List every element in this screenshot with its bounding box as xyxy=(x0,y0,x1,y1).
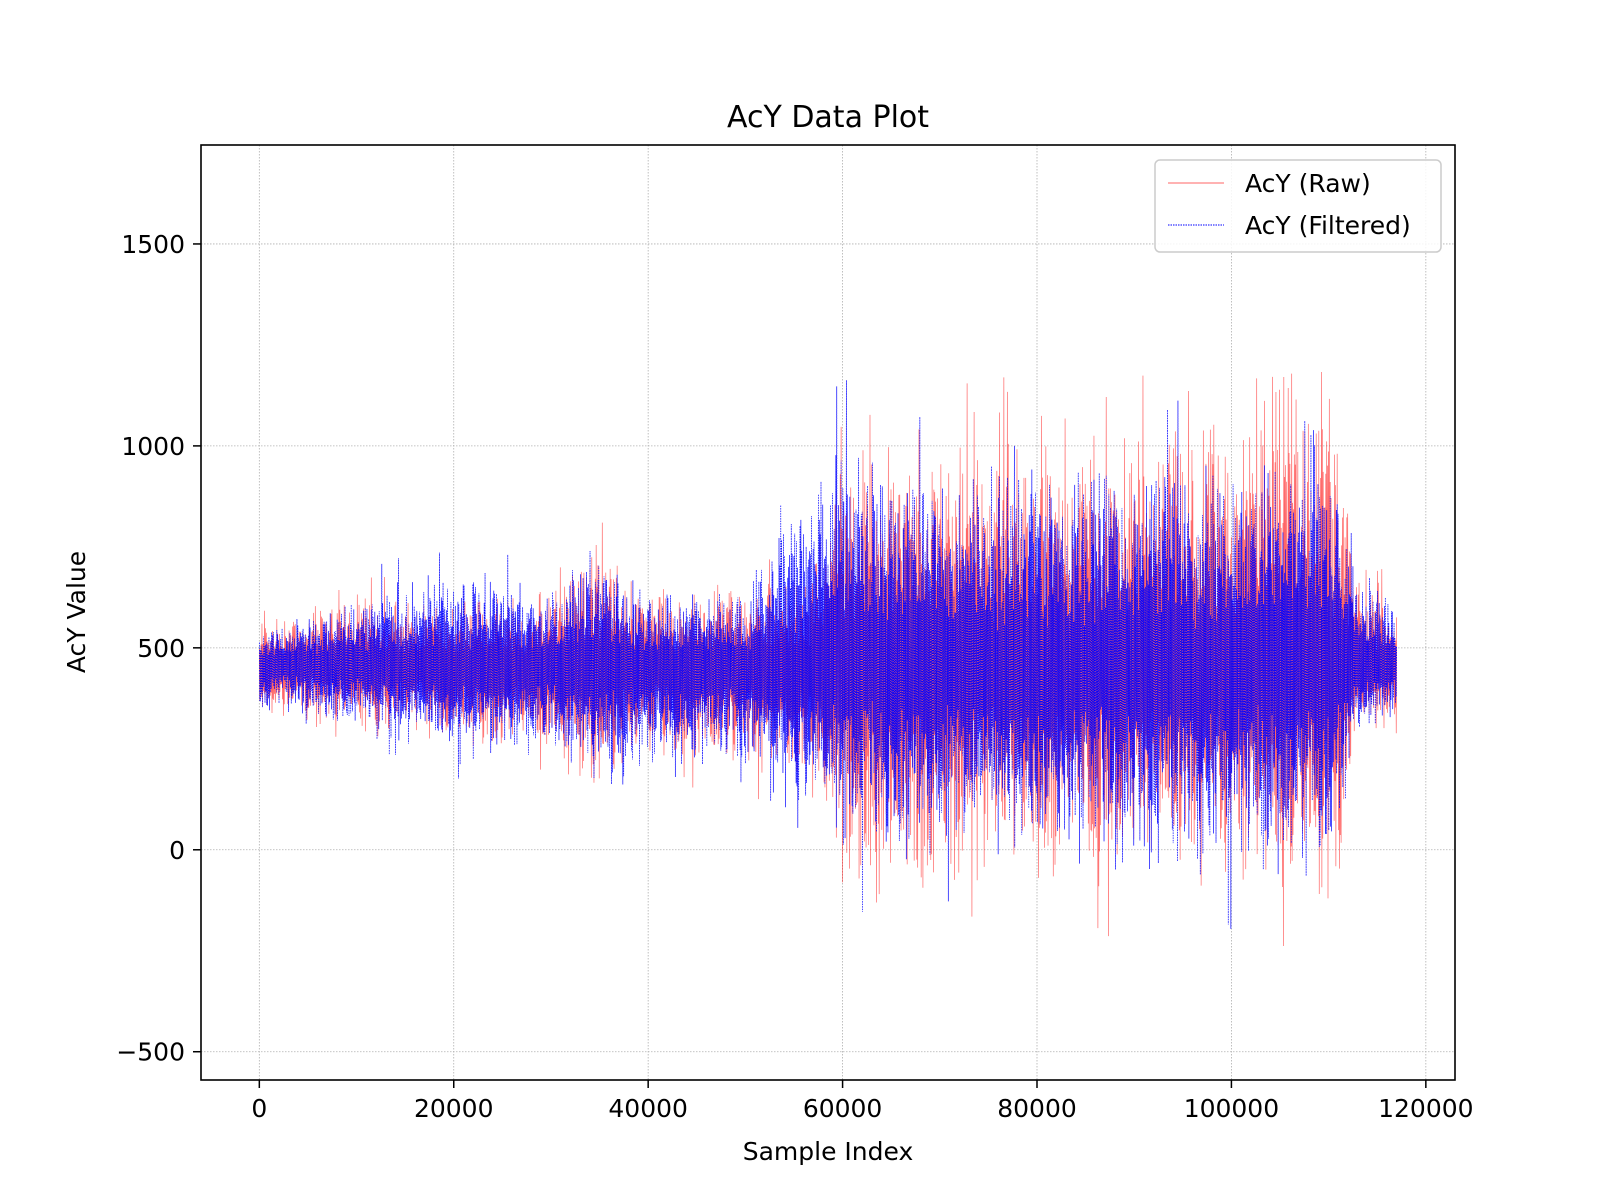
legend-box xyxy=(1154,159,1442,253)
series-filtered xyxy=(258,380,1398,929)
chart-title: AcY Data Plot xyxy=(727,100,929,135)
x-tick-label: 60000 xyxy=(803,1094,883,1123)
x-axis-label: Sample Index xyxy=(743,1137,914,1166)
y-axis-label: AcY Value xyxy=(62,551,91,673)
legend: AcY (Raw) AcY (Filtered) xyxy=(1154,159,1442,253)
x-tick-label: 100000 xyxy=(1184,1094,1279,1123)
x-tick-label: 80000 xyxy=(997,1094,1077,1123)
y-tick-label: 1000 xyxy=(121,432,185,461)
plot-area xyxy=(258,371,1398,946)
y-tick-label: 500 xyxy=(137,634,185,663)
y-tick-label: 1500 xyxy=(121,230,185,259)
y-tick-label: 0 xyxy=(169,836,185,865)
plot-frame xyxy=(200,144,1456,1081)
x-tick-label: 120000 xyxy=(1378,1094,1473,1123)
axis-ticks: 0 20000 40000 60000 80000 100000 120000 −500 0 50… xyxy=(116,230,1473,1123)
legend-label-raw: AcY (Raw) xyxy=(1245,169,1371,198)
x-tick-label: 0 xyxy=(251,1094,267,1123)
x-tick-label: 20000 xyxy=(414,1094,494,1123)
x-tick-label: 40000 xyxy=(608,1094,688,1123)
legend-label-filtered: AcY (Filtered) xyxy=(1245,211,1411,240)
y-tick-label: −500 xyxy=(116,1038,185,1067)
